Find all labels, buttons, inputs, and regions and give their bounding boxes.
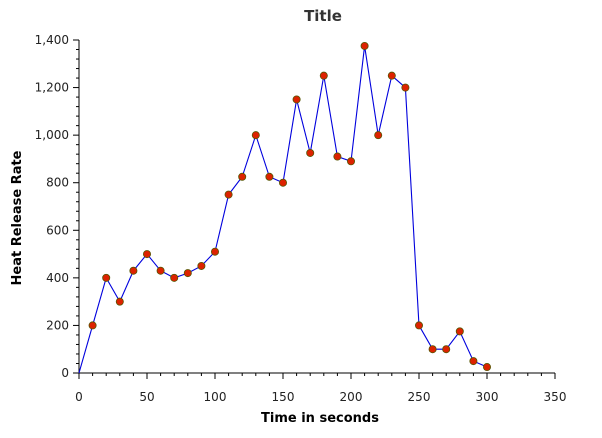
data-point bbox=[115, 297, 124, 306]
x-tick-label: 200 bbox=[340, 390, 363, 404]
data-point bbox=[238, 172, 247, 181]
data-point bbox=[401, 83, 410, 92]
data-point bbox=[442, 345, 451, 354]
y-tick-label: 600 bbox=[46, 223, 69, 237]
data-point bbox=[142, 250, 151, 259]
data-point bbox=[319, 71, 328, 80]
x-tick-label: 350 bbox=[544, 390, 567, 404]
data-point bbox=[170, 273, 179, 282]
series-line bbox=[78, 45, 488, 374]
y-tick-label: 200 bbox=[46, 318, 69, 332]
data-point bbox=[469, 357, 478, 366]
chart-title: Title bbox=[304, 7, 342, 25]
x-tick-label: 50 bbox=[139, 390, 154, 404]
y-tick-label: 1,200 bbox=[35, 81, 69, 95]
data-point bbox=[156, 266, 165, 275]
x-tick-label: 250 bbox=[408, 390, 431, 404]
data-point bbox=[251, 131, 260, 140]
x-tick-label: 0 bbox=[75, 390, 83, 404]
data-point bbox=[346, 157, 355, 166]
data-point bbox=[455, 327, 464, 336]
data-point bbox=[387, 71, 396, 80]
data-point bbox=[88, 321, 97, 330]
data-point bbox=[278, 178, 287, 187]
y-tick-label: 400 bbox=[46, 271, 69, 285]
data-point bbox=[374, 131, 383, 140]
data-point bbox=[197, 261, 206, 270]
x-tick-label: 100 bbox=[204, 390, 227, 404]
axes: 0 50 100 150 200 250 300 350 0 200 400 600 800 1,000 1… bbox=[35, 33, 567, 404]
y-tick-label: 800 bbox=[46, 176, 69, 190]
y-axis-label: Heat Release Rate bbox=[10, 150, 25, 285]
data-point bbox=[183, 269, 192, 278]
series-layer bbox=[78, 41, 491, 374]
x-tick-label: 300 bbox=[476, 390, 499, 404]
data-point bbox=[360, 41, 369, 50]
x-tick-label: 150 bbox=[272, 390, 295, 404]
data-point bbox=[482, 363, 491, 372]
y-tick-label: 1,400 bbox=[35, 33, 69, 47]
data-point bbox=[333, 152, 342, 161]
data-point bbox=[265, 172, 274, 181]
data-point bbox=[292, 95, 301, 104]
data-point bbox=[210, 247, 219, 256]
data-point bbox=[129, 266, 138, 275]
y-tick-label: 1,000 bbox=[35, 128, 69, 142]
data-point bbox=[102, 273, 111, 282]
data-point bbox=[414, 321, 423, 330]
data-point bbox=[306, 148, 315, 157]
data-point bbox=[428, 345, 437, 354]
x-axis-label: Time in seconds bbox=[261, 411, 379, 426]
data-point bbox=[224, 190, 233, 199]
y-tick-label: 0 bbox=[61, 366, 69, 380]
